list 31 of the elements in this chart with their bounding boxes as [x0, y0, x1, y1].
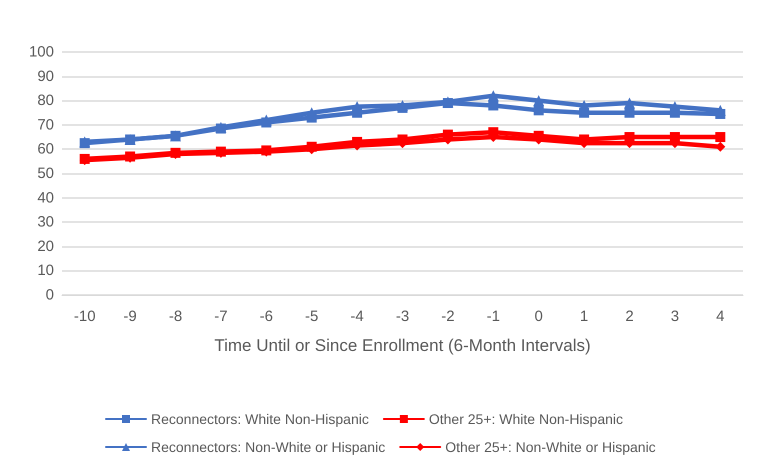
x-tick-label: 0 — [534, 308, 543, 325]
y-tick-label: 40 — [37, 189, 54, 206]
legend-label: Reconnectors: White Non-Hispanic — [151, 411, 369, 427]
x-tick-label: -7 — [214, 308, 228, 325]
x-tick-label: 4 — [716, 308, 724, 325]
y-tick-label: 90 — [37, 68, 54, 85]
y-tick-label: 10 — [37, 262, 54, 280]
y-tick-label: 60 — [37, 140, 54, 158]
x-tick-label: -6 — [260, 308, 273, 325]
x-tick-label: 1 — [580, 308, 588, 325]
y-tick-label: 70 — [37, 116, 54, 134]
x-tick-label: -8 — [168, 308, 182, 325]
x-tick-label: 2 — [625, 308, 634, 325]
legend-label: Other 25+: White Non-Hispanic — [428, 411, 624, 427]
x-tick-label: -2 — [441, 308, 455, 325]
x-tick-label: -9 — [123, 308, 137, 325]
y-tick-label: 80 — [37, 92, 54, 110]
y-tick-label: 50 — [37, 165, 54, 182]
x-axis-title: Time Until or Since Enrollment (6-Month Intervals) — [214, 336, 591, 355]
x-tick-label: -1 — [486, 308, 500, 325]
legend-label: Other 25+: Non-White or Hispanic — [445, 439, 656, 455]
y-tick-label: 20 — [37, 238, 54, 255]
y-tick-label: 100 — [28, 44, 54, 60]
legend-label: Reconnectors: Non-White or Hispanic — [151, 439, 386, 455]
x-tick-label: -10 — [74, 308, 96, 325]
x-tick-label: 3 — [670, 308, 680, 325]
y-tick-label: 0 — [46, 286, 54, 304]
x-tick-label: -4 — [350, 308, 364, 325]
x-tick-label: -3 — [396, 308, 410, 325]
x-tick-label: -5 — [305, 308, 318, 325]
y-tick-label: 30 — [37, 214, 54, 231]
